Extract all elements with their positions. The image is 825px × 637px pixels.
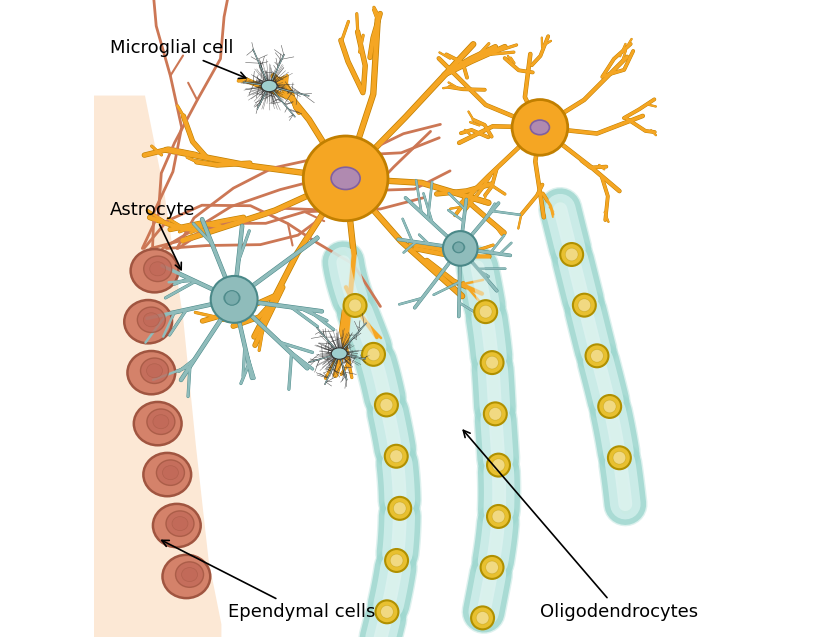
Ellipse shape: [262, 80, 277, 92]
Circle shape: [390, 554, 403, 567]
Circle shape: [492, 510, 505, 523]
Ellipse shape: [130, 249, 178, 292]
Ellipse shape: [453, 243, 464, 252]
Circle shape: [394, 502, 406, 515]
Circle shape: [565, 248, 578, 261]
Circle shape: [586, 345, 609, 368]
Circle shape: [343, 294, 366, 317]
Circle shape: [380, 605, 394, 618]
Ellipse shape: [127, 351, 175, 394]
Circle shape: [512, 99, 568, 155]
Text: Microglial cell: Microglial cell: [110, 39, 246, 78]
Ellipse shape: [134, 402, 182, 445]
Text: Astrocyte: Astrocyte: [110, 201, 196, 269]
Circle shape: [486, 561, 498, 574]
Circle shape: [489, 408, 502, 420]
Circle shape: [493, 459, 505, 471]
Ellipse shape: [153, 504, 200, 547]
Circle shape: [476, 612, 489, 624]
Circle shape: [608, 447, 631, 469]
Ellipse shape: [163, 466, 178, 480]
Circle shape: [474, 300, 497, 323]
Ellipse shape: [140, 358, 168, 383]
Circle shape: [349, 299, 361, 312]
Ellipse shape: [176, 562, 204, 587]
Ellipse shape: [166, 511, 194, 536]
Ellipse shape: [163, 555, 210, 598]
Ellipse shape: [147, 364, 163, 378]
Ellipse shape: [144, 256, 172, 282]
Circle shape: [375, 394, 398, 417]
Ellipse shape: [172, 517, 188, 531]
Ellipse shape: [182, 568, 197, 582]
Text: Oligodendrocytes: Oligodendrocytes: [464, 431, 698, 620]
Ellipse shape: [331, 168, 360, 190]
Ellipse shape: [137, 307, 165, 333]
Ellipse shape: [224, 291, 240, 304]
Circle shape: [390, 450, 403, 462]
Circle shape: [224, 290, 239, 305]
Circle shape: [362, 343, 385, 366]
Circle shape: [603, 400, 616, 413]
Ellipse shape: [157, 460, 185, 485]
Circle shape: [375, 600, 398, 623]
Circle shape: [487, 454, 510, 476]
Circle shape: [304, 136, 388, 221]
Ellipse shape: [144, 453, 191, 496]
Circle shape: [210, 276, 257, 323]
Circle shape: [483, 403, 507, 426]
Ellipse shape: [150, 262, 166, 276]
Text: Ependymal cells: Ependymal cells: [162, 540, 375, 620]
Circle shape: [385, 549, 408, 572]
Circle shape: [486, 356, 498, 369]
Circle shape: [598, 395, 621, 418]
Circle shape: [471, 606, 494, 629]
Circle shape: [578, 299, 591, 311]
Circle shape: [573, 294, 596, 317]
Circle shape: [453, 242, 464, 253]
Circle shape: [591, 350, 603, 362]
Ellipse shape: [144, 313, 159, 327]
Circle shape: [487, 505, 510, 528]
Circle shape: [389, 497, 411, 520]
Circle shape: [443, 231, 478, 266]
Ellipse shape: [125, 300, 172, 343]
Circle shape: [367, 348, 380, 361]
Circle shape: [479, 305, 492, 318]
Circle shape: [384, 445, 408, 468]
Circle shape: [481, 556, 503, 579]
Ellipse shape: [153, 415, 169, 429]
Circle shape: [560, 243, 583, 266]
Polygon shape: [94, 96, 221, 637]
Ellipse shape: [147, 409, 175, 434]
Circle shape: [481, 351, 503, 374]
Ellipse shape: [530, 120, 549, 135]
Circle shape: [613, 452, 626, 464]
Circle shape: [380, 399, 393, 412]
Ellipse shape: [332, 348, 347, 359]
